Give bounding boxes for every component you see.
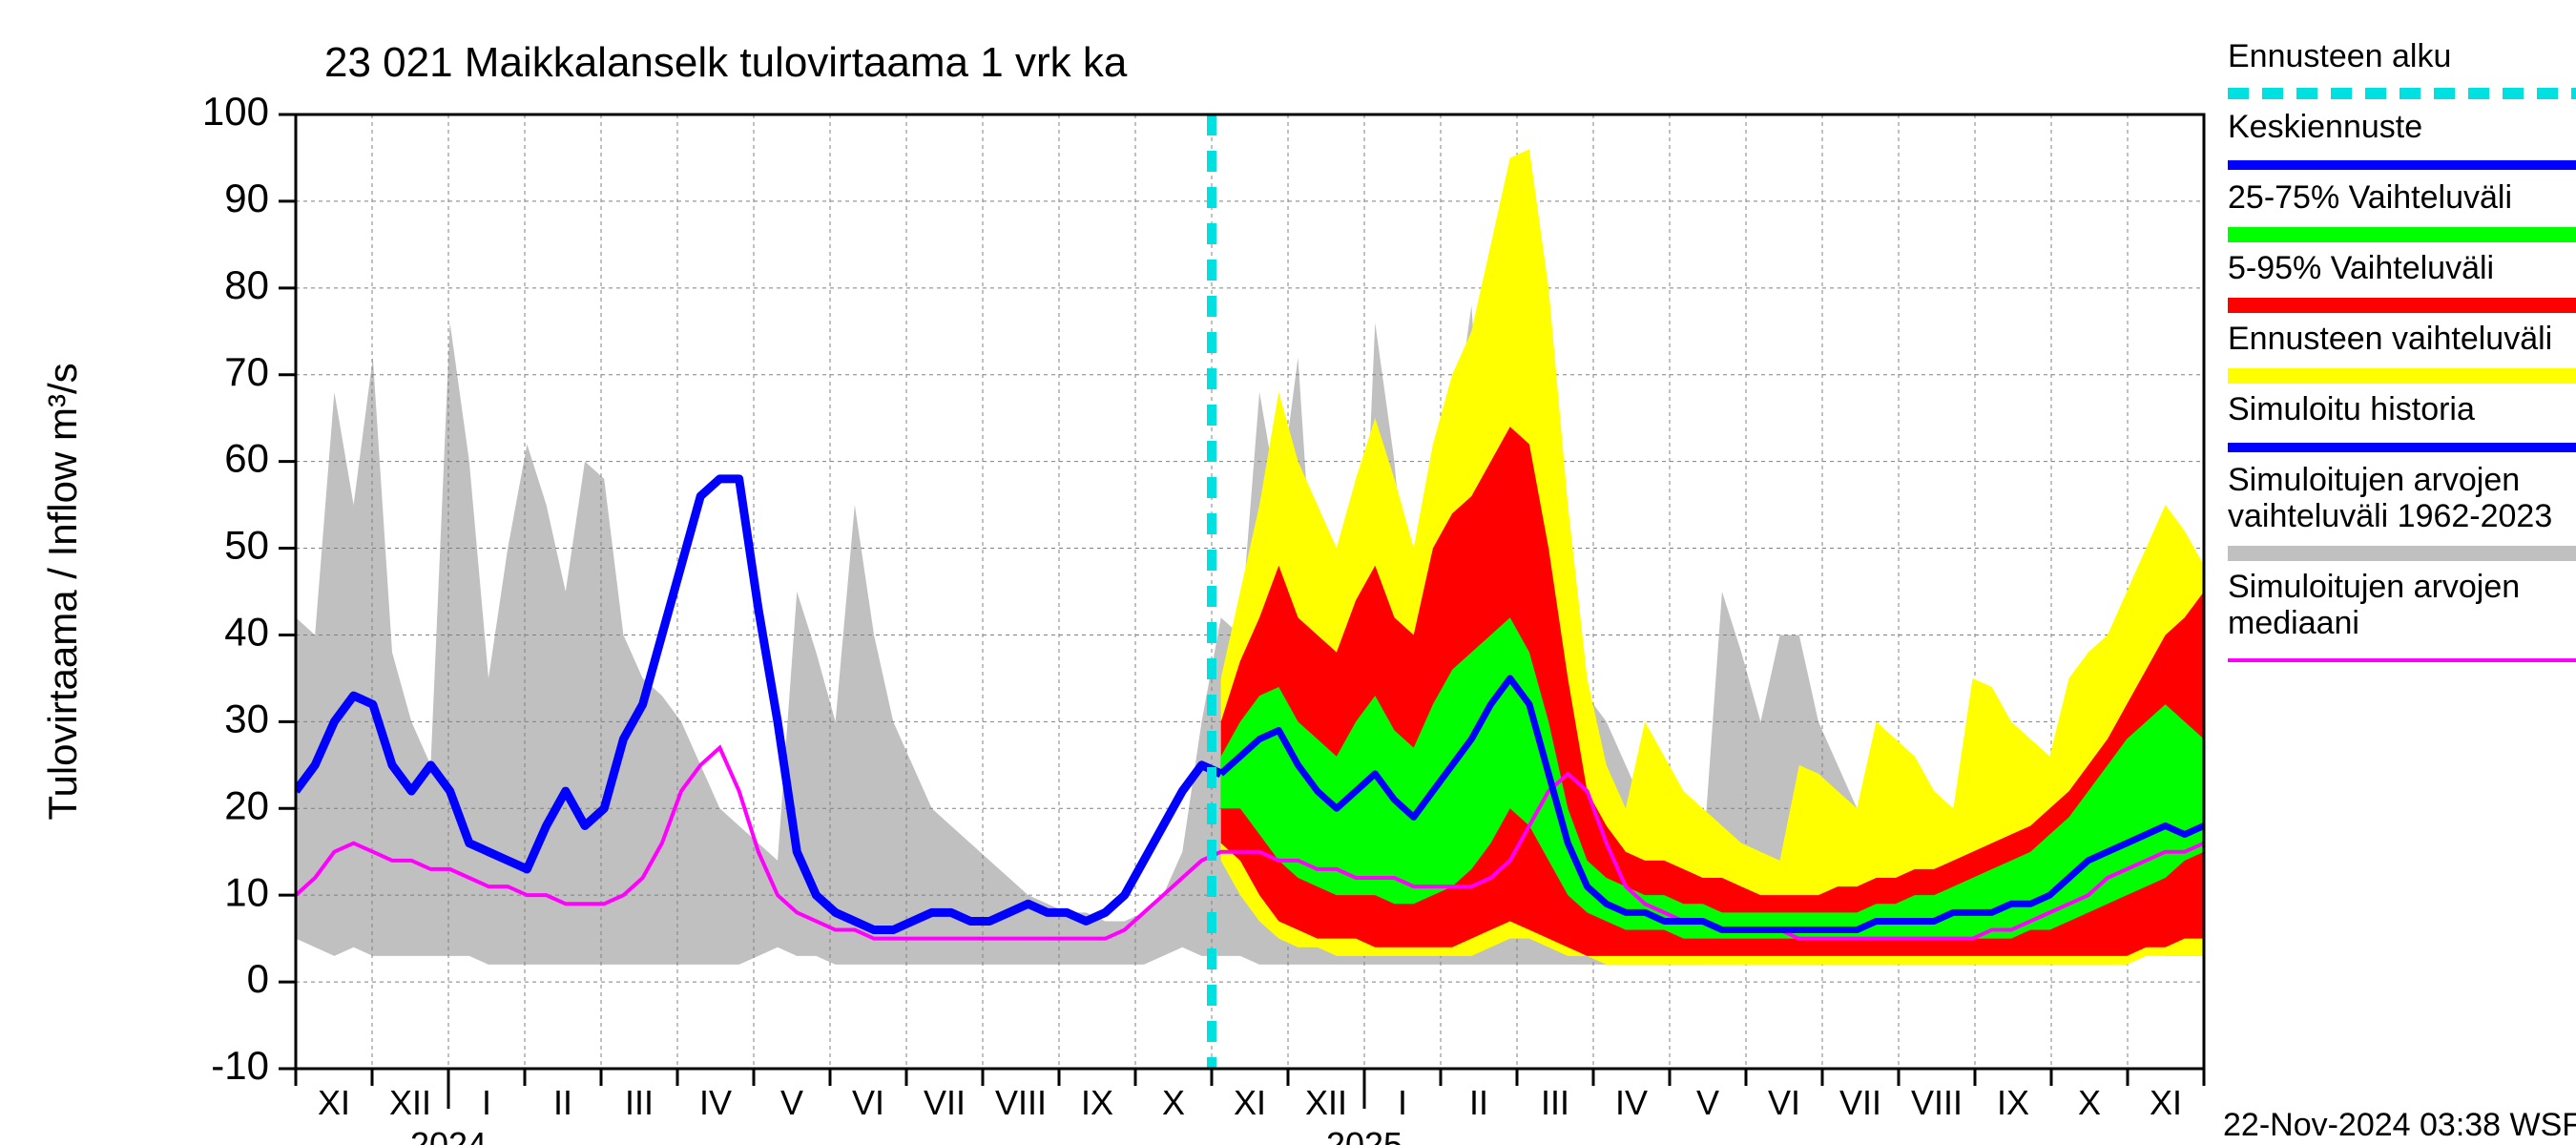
month-label: VI [1768,1083,1800,1122]
month-label: VIII [1911,1083,1963,1122]
legend-label: mediaani [2228,605,2359,641]
y-axis-label: Tulovirtaama / Inflow m³/s [40,363,85,820]
legend-label: 5-95% Vaihteluväli [2228,250,2494,286]
legend-label: Simuloitu historia [2228,391,2475,427]
legend-dash [2228,88,2249,99]
month-label: IX [1081,1083,1113,1122]
month-label: I [482,1083,491,1122]
month-label: X [1162,1083,1185,1122]
legend-dash [2434,88,2455,99]
month-label: III [625,1083,654,1122]
legend-label: 25-75% Vaihteluväli [2228,179,2512,216]
ytick-label: 20 [224,782,269,827]
legend-swatch [2228,546,2576,561]
year-label: 2025 [1326,1125,1402,1145]
ytick-label: 40 [224,610,269,655]
ytick-label: 50 [224,523,269,568]
legend-line [2228,658,2576,662]
legend-label: vaihteluväli 1962-2023 [2228,498,2552,534]
hydrograph-chart: -100102030405060708090100XIXIIIIIIIIIVVV… [0,0,2576,1145]
legend-dash [2468,88,2489,99]
ytick-label: 60 [224,436,269,481]
legend-swatch [2228,298,2576,313]
legend-line [2228,160,2576,170]
month-label: VIII [995,1083,1047,1122]
month-label: XII [1305,1083,1347,1122]
legend-dash [2262,88,2283,99]
month-label: XI [2150,1083,2182,1122]
month-label: VI [852,1083,884,1122]
ytick-label: 70 [224,349,269,394]
month-label: V [1696,1083,1719,1122]
month-label: IV [699,1083,732,1122]
ytick-label: 80 [224,262,269,307]
month-label: I [1398,1083,1407,1122]
month-label: XII [389,1083,431,1122]
legend-swatch [2228,368,2576,384]
legend-line [2228,443,2576,452]
month-label: IX [1997,1083,2029,1122]
month-label: XI [318,1083,350,1122]
legend-label: Simuloitujen arvojen [2228,462,2520,498]
ytick-label: -10 [211,1043,269,1088]
month-label: III [1541,1083,1569,1122]
ytick-label: 10 [224,869,269,914]
legend-dash [2365,88,2386,99]
month-label: VII [924,1083,966,1122]
legend-label: Ennusteen alku [2228,38,2451,74]
month-label: II [553,1083,572,1122]
legend-label: Simuloitujen arvojen [2228,569,2520,605]
legend-dash [2399,88,2420,99]
legend-label: Ennusteen vaihteluväli [2228,321,2552,357]
month-label: V [780,1083,803,1122]
legend-dash [2537,88,2558,99]
ytick-label: 0 [247,956,269,1001]
ytick-label: 100 [202,89,269,134]
ytick-label: 30 [224,696,269,740]
month-label: II [1469,1083,1488,1122]
month-label: XI [1234,1083,1266,1122]
month-label: X [2078,1083,2101,1122]
legend-dash [2296,88,2317,99]
legend-dash [2331,88,2352,99]
month-label: VII [1839,1083,1881,1122]
legend-dash [2503,88,2524,99]
legend-swatch [2228,227,2576,242]
year-label: 2024 [410,1125,487,1145]
legend-label: Keskiennuste [2228,109,2422,145]
month-label: IV [1615,1083,1648,1122]
legend-dash [2571,88,2576,99]
ytick-label: 90 [224,176,269,220]
chart-title: 23 021 Maikkalanselk tulovirtaama 1 vrk … [324,39,1128,86]
footer-timestamp: 22-Nov-2024 03:38 WSFS-O [2223,1107,2576,1143]
